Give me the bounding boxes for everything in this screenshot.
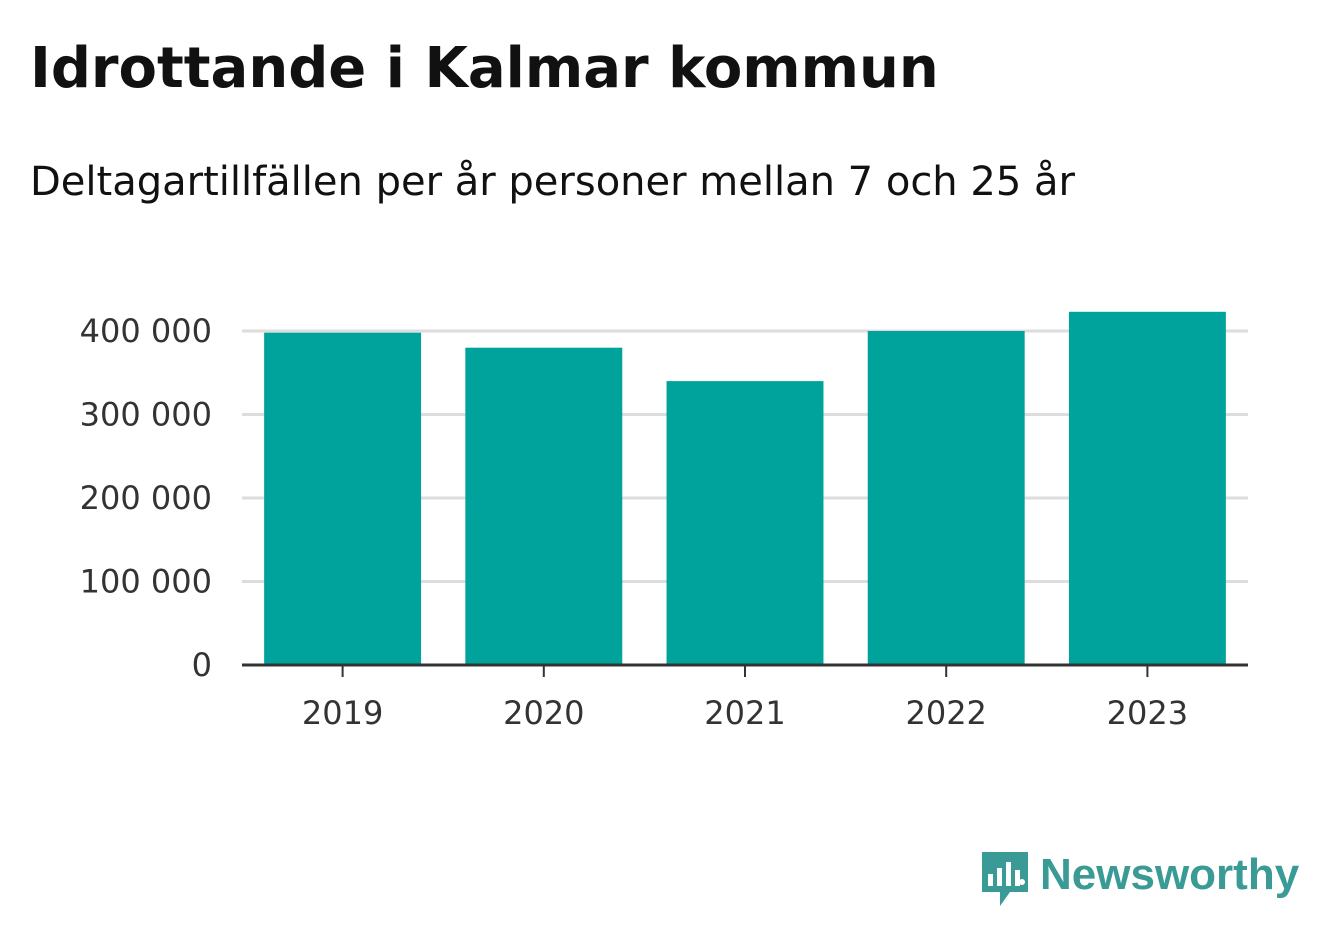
y-tick-label: 100 000 [80, 563, 212, 601]
x-tick-label: 2022 [905, 694, 986, 732]
x-axis [242, 663, 1248, 677]
bar-2022 [867, 331, 1025, 665]
y-tick-label: 300 000 [80, 396, 212, 434]
bar-2019 [264, 332, 422, 665]
chart-title: Idrottande i Kalmar kommun [30, 36, 939, 101]
bar-2023 [1068, 311, 1226, 665]
y-tick-label: 0 [192, 646, 212, 684]
chart-subtitle: Deltagartillfällen per år personer mella… [30, 159, 1075, 205]
bars [264, 311, 1226, 665]
x-tick-label: 2020 [503, 694, 584, 732]
y-tick-label: 400 000 [80, 312, 212, 350]
bar-2020 [465, 347, 623, 665]
newsworthy-logo-icon [982, 852, 1028, 906]
x-tick-label: 2019 [302, 694, 383, 732]
x-axis-ticks: 2019 2020 2021 2022 2023 [302, 694, 1188, 732]
bar-2021 [666, 381, 824, 665]
brand-name: Newsworthy [1040, 850, 1300, 899]
newsworthy-logo: Newsworthy [980, 848, 1299, 910]
x-tick-label: 2023 [1107, 694, 1188, 732]
x-tick-label: 2021 [704, 694, 785, 732]
y-tick-label: 200 000 [80, 479, 212, 517]
y-axis-ticks: 0 100 000 200 000 300 000 400 000 [80, 312, 212, 684]
